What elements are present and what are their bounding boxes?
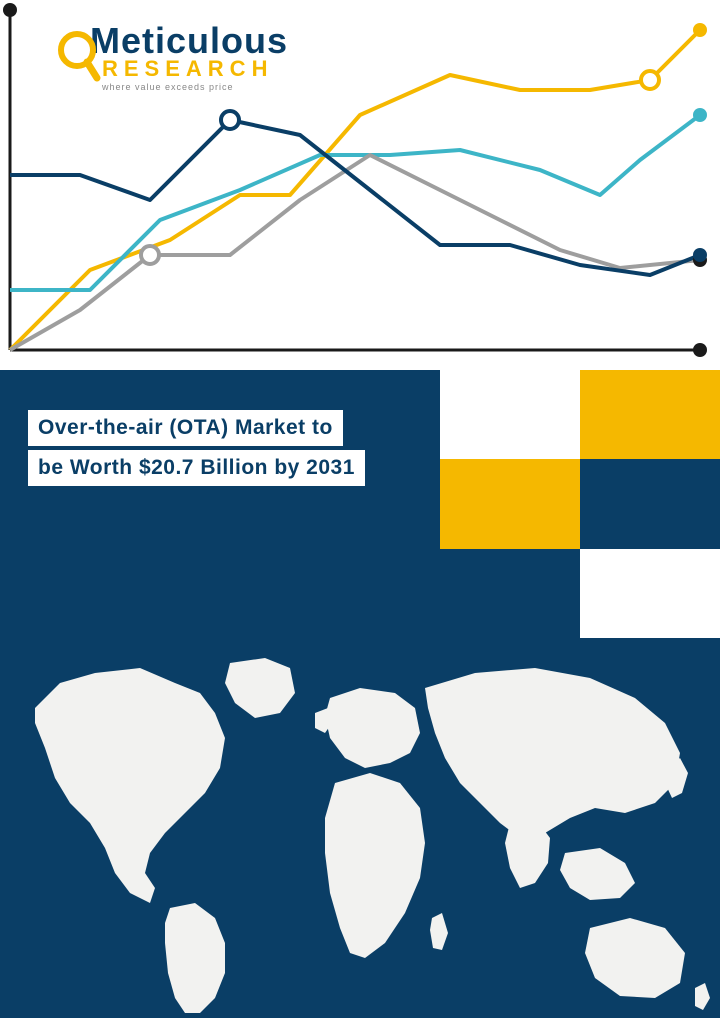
chart-section: Meticulous RESEARCH where value exceeds … bbox=[0, 0, 720, 370]
grid-cell bbox=[580, 370, 720, 459]
grid-cell bbox=[440, 549, 580, 638]
middle-section: Over-the-air (OTA) Market to be Worth $2… bbox=[0, 370, 720, 638]
color-grid bbox=[440, 370, 720, 638]
logo-tagline: where value exceeds price bbox=[102, 82, 288, 92]
logo-sub-name: RESEARCH bbox=[102, 56, 288, 82]
grid-cell bbox=[440, 459, 580, 548]
world-map bbox=[0, 638, 720, 1018]
headline-line-2: be Worth $20.7 Billion by 2031 bbox=[28, 450, 365, 486]
magnifier-icon bbox=[55, 28, 105, 88]
headline-panel: Over-the-air (OTA) Market to be Worth $2… bbox=[0, 370, 440, 638]
headline-box: Over-the-air (OTA) Market to be Worth $2… bbox=[28, 410, 365, 490]
grid-cell bbox=[440, 370, 580, 459]
headline-line-1: Over-the-air (OTA) Market to bbox=[28, 410, 343, 446]
grid-cell bbox=[580, 549, 720, 638]
brand-logo: Meticulous RESEARCH where value exceeds … bbox=[60, 20, 288, 92]
grid-cell bbox=[580, 459, 720, 548]
world-map-section bbox=[0, 638, 720, 1018]
